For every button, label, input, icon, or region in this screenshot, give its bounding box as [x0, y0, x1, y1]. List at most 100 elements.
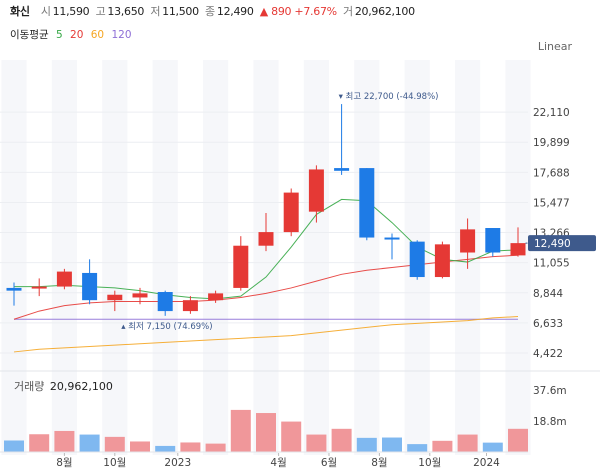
volume-bar: [432, 440, 453, 452]
stock-name: 화신: [10, 5, 30, 18]
column-shade: [505, 60, 531, 455]
candle-body: [384, 237, 400, 240]
scale-toggle-button[interactable]: Linear: [537, 40, 572, 53]
candle-body: [6, 287, 22, 291]
volume-bar: [4, 440, 24, 452]
volume-bar: [407, 444, 428, 452]
column-shade: [354, 60, 380, 455]
x-tick-label: 2024: [473, 457, 500, 469]
candle: [6, 282, 22, 306]
candle-body: [132, 293, 148, 298]
column-shade: [203, 60, 229, 455]
volume-bar: [230, 409, 251, 452]
candle-body: [258, 232, 274, 246]
ma-legend-20[interactable]: 20: [70, 29, 84, 41]
candle-body: [233, 245, 249, 288]
volume-bar: [382, 437, 402, 452]
candle: [283, 188, 299, 237]
candle-body: [334, 168, 350, 171]
y-tick-label: 8,844: [533, 288, 563, 300]
ma5-line: [14, 198, 519, 300]
ma-legend-label: 이동평균: [10, 29, 49, 41]
high-annotation: ▾ 최고 22,700 (-44.98%): [339, 91, 439, 102]
x-tick-label: 10월: [103, 457, 126, 469]
candle-body: [107, 294, 123, 301]
candle: [56, 268, 72, 290]
x-tick-label: 2023: [164, 457, 191, 469]
low-label: 저: [150, 5, 161, 18]
volume-bar: [356, 437, 377, 452]
candle: [460, 218, 476, 269]
column-shade: [253, 60, 279, 455]
candle-body: [182, 300, 198, 312]
y-tick-label: 19,899: [533, 137, 570, 149]
volume-bar: [256, 413, 276, 452]
candle: [384, 233, 400, 260]
candle: [485, 228, 501, 257]
quote-header: 화신 시 11,590 고 13,650 저 11,500 종 12,490 ▲ 890…: [10, 3, 418, 19]
close-label: 종: [205, 5, 215, 18]
y-tick-label: 6,633: [533, 318, 563, 330]
high-value: 13,650: [107, 5, 145, 18]
candle: [258, 213, 274, 252]
volume-label: 거: [343, 5, 353, 18]
candle: [359, 168, 375, 241]
candle-body: [31, 286, 47, 289]
last-price-tag: [528, 235, 596, 252]
volume-bar: [155, 445, 176, 452]
x-tick-label: 8월: [56, 457, 72, 469]
high-label: 고: [95, 5, 106, 18]
candle: [107, 290, 123, 312]
volume-bar: [180, 442, 201, 452]
column-shade: [51, 60, 77, 455]
x-tick-label: 8월: [371, 457, 387, 469]
volume-bar: [482, 442, 503, 452]
candle-body: [283, 192, 299, 233]
candle: [82, 259, 98, 305]
candle-body: [485, 228, 501, 253]
candle: [409, 240, 425, 280]
open-label: 시: [40, 5, 51, 18]
candle-body: [56, 271, 72, 287]
candle-body: [434, 244, 450, 278]
candle-body: [409, 241, 425, 278]
ma60-line: [13, 316, 519, 353]
column-shade: [1, 60, 27, 455]
last-price-label: 12,490: [534, 238, 571, 250]
ma-legend-60[interactable]: 60: [90, 29, 105, 41]
volume-bar: [130, 441, 150, 452]
volume-bar: [508, 428, 528, 452]
volume-bar: [281, 421, 302, 452]
column-shade: [303, 60, 329, 455]
x-tick-label: 10월: [418, 457, 441, 469]
candle: [208, 290, 224, 303]
candle: [157, 290, 173, 316]
volume-panel-value: 20,962,100: [49, 380, 113, 393]
volume-bar: [457, 434, 478, 452]
y-tick-label: 22,110: [533, 107, 570, 119]
ma-legend-120[interactable]: 120: [111, 29, 132, 41]
moving-average-legend[interactable]: 이동평균 5 20 60 120: [10, 27, 136, 42]
candle-body: [308, 169, 324, 212]
y-tick-label: 11,055: [533, 258, 570, 270]
candle: [31, 278, 47, 297]
volume-bar: [331, 428, 352, 452]
x-tick-label: 4월: [270, 457, 286, 469]
y-tick-label: 15,477: [533, 197, 570, 209]
candle-body: [157, 292, 173, 312]
open-value: 11,590: [52, 5, 90, 18]
candle: [308, 165, 324, 223]
candle-body: [510, 243, 526, 256]
volume-panel-title: 거래량 20,962,100: [14, 378, 113, 394]
volume-bar: [29, 434, 50, 452]
close-value: 12,490: [216, 5, 254, 18]
ma-legend-5[interactable]: 5: [55, 29, 63, 41]
column-shade: [102, 60, 128, 455]
candle-body: [460, 229, 476, 253]
candle-body: [208, 293, 224, 301]
column-shade: [152, 60, 178, 455]
volume-panel-label: 거래량: [14, 380, 45, 393]
candle: [132, 287, 148, 305]
candle: [434, 241, 450, 279]
